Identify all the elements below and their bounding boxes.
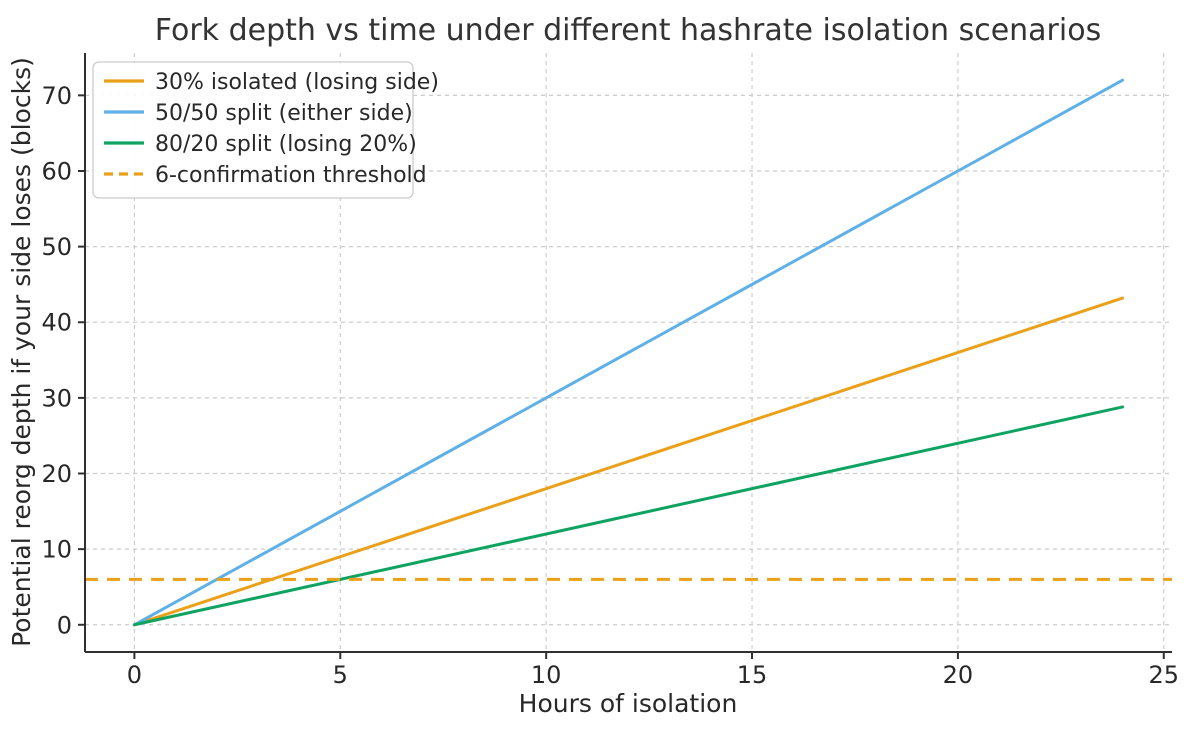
- series-line-80-20-split-losing-20-: [132, 405, 1125, 627]
- series-line-50-50-split-either-side-: [132, 78, 1125, 627]
- x-tick-label-10: 10: [531, 661, 562, 689]
- x-tick-label-5: 5: [333, 661, 348, 689]
- y-tick-label-40: 40: [41, 309, 72, 337]
- legend: 30% isolated (losing side) 50/50 split (e…: [92, 61, 439, 199]
- legend-label-1: 50/50 split (either side): [155, 101, 413, 126]
- y-tick-label-20: 20: [41, 460, 72, 488]
- y-tick-label-30: 30: [41, 384, 72, 412]
- series-layer: [85, 78, 1172, 627]
- y-tick-label-0: 0: [57, 611, 72, 639]
- x-tick-label-15: 15: [737, 661, 768, 689]
- legend-label-3: 6-confirmation threshold: [155, 163, 427, 188]
- series-line-30-isolated-losing-side-: [132, 296, 1125, 627]
- y-tick-label-50: 50: [41, 233, 72, 261]
- legend-label-2: 80/20 split (losing 20%): [155, 132, 417, 157]
- y-tick-label-10: 10: [41, 536, 72, 564]
- chart-title: Fork depth vs time under different hashr…: [155, 13, 1101, 48]
- axes-layer: [78, 53, 1172, 659]
- legend-box: [92, 61, 414, 199]
- y-tick-label-70: 70: [41, 82, 72, 110]
- y-tick-label-60: 60: [41, 157, 72, 185]
- x-tick-label-20: 20: [943, 661, 974, 689]
- y-axis-label: Potential reorg depth if your side loses…: [7, 57, 36, 647]
- x-axis-label: Hours of isolation: [519, 689, 738, 718]
- x-tick-label-0: 0: [127, 661, 142, 689]
- tick-label-layer: 0 5 10 15 20 25 0 10 20 30 40 50 60 70: [41, 82, 1179, 689]
- legend-label-0: 30% isolated (losing side): [155, 70, 439, 95]
- x-tick-label-25: 25: [1148, 661, 1179, 689]
